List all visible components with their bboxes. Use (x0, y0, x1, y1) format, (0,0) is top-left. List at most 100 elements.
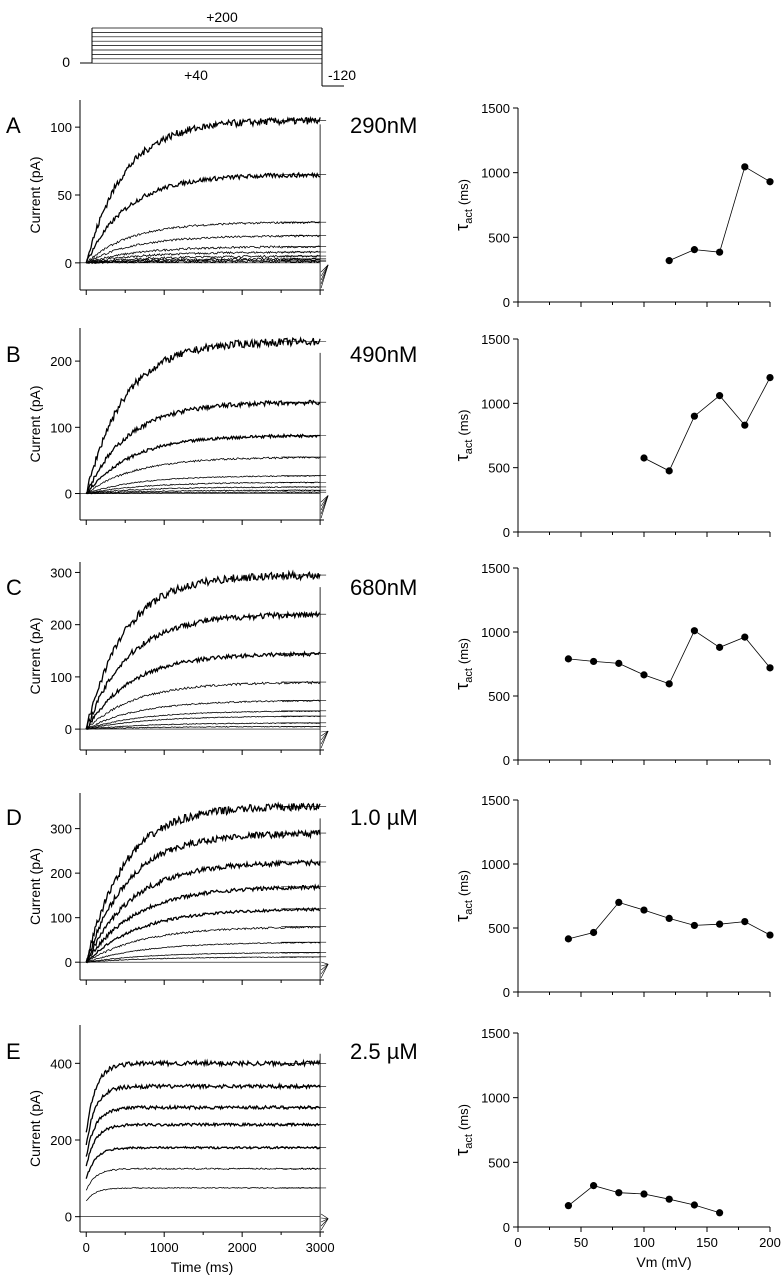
tau-y-axis-label: τact (ms) (452, 1104, 475, 1156)
tau-point (766, 374, 774, 382)
current-y-tick-label: 0 (65, 487, 72, 502)
tail-current-line (320, 1218, 329, 1227)
panel-letter: A (6, 113, 21, 138)
current-y-axis-label: Current (pA) (27, 156, 43, 233)
tau-point (690, 1201, 699, 1209)
tau-y-axis-label: τact (ms) (452, 870, 475, 922)
tau-connect-line (669, 166, 771, 261)
tau-symbol: τ (452, 1149, 472, 1156)
current-y-tick-label: 100 (50, 670, 72, 685)
tau-y-tick-label: 1500 (481, 332, 510, 347)
tau-y-tick-label: 1500 (481, 793, 510, 808)
tau-y-tick-label: 0 (503, 753, 510, 768)
current-trace (85, 610, 321, 730)
tau-unit: (ms) (456, 638, 471, 664)
current-trace (85, 1145, 321, 1179)
current-x-tick-label: 2000 (228, 1240, 257, 1255)
tail-current-line (320, 730, 329, 749)
current-y-tick-label: 300 (50, 822, 72, 837)
tau-unit: (ms) (456, 870, 471, 896)
tau-unit: (ms) (456, 410, 471, 436)
tau-y-tick-label: 500 (488, 461, 510, 476)
current-trace (86, 722, 321, 730)
current-y-tick-label: 0 (65, 955, 72, 970)
current-y-tick-label: 300 (50, 565, 72, 580)
tau-subscript: act (463, 209, 475, 224)
tau-point (564, 935, 573, 943)
current-trace (85, 650, 321, 730)
tau-point (564, 1202, 573, 1210)
current-y-tick-label: 100 (50, 420, 72, 435)
tau-y-axis-label: τact (ms) (452, 410, 475, 462)
tau-point (615, 1189, 623, 1197)
current-trace (86, 254, 321, 264)
tau-x-tick-label: 50 (574, 1235, 588, 1250)
tau-point (690, 921, 699, 930)
tau-y-tick-label: 0 (503, 1220, 510, 1235)
protocol-hold-segment (80, 28, 93, 64)
tau-point (690, 627, 699, 635)
current-trace (86, 257, 321, 264)
current-trace (86, 399, 321, 495)
tau-x-tick-label: 0 (514, 1235, 521, 1250)
tau-symbol: τ (452, 683, 472, 690)
tau-point (665, 1195, 673, 1203)
panel-b: B 490nM 0 100 200 Current (pA) 0 500 1000 1500 τac… (6, 328, 774, 540)
tau-y-axis-label: τact (ms) (452, 638, 475, 690)
tail-current-line (321, 730, 329, 733)
tau-point (766, 664, 774, 672)
tail-current-line (320, 730, 329, 737)
current-trace (85, 829, 321, 963)
current-trace (85, 680, 321, 730)
current-y-tick-label: 0 (65, 1210, 72, 1225)
current-trace (85, 1058, 321, 1133)
tail-current-line (320, 964, 329, 975)
tail-current-line (320, 1218, 329, 1231)
tau-point (665, 680, 673, 688)
current-y-tick-label: 100 (50, 120, 72, 135)
tail-current-line (320, 264, 329, 273)
tau-y-tick-label: 500 (488, 230, 510, 245)
tau-y-tick-label: 0 (503, 525, 510, 540)
tail-current-line (321, 961, 329, 965)
concentration-label: 680nM (350, 575, 417, 600)
concentration-label: 290nM (350, 113, 417, 138)
current-y-tick-label: 100 (50, 911, 72, 926)
tau-unit: (ms) (456, 1104, 471, 1130)
tau-point (665, 467, 673, 475)
tau-symbol: τ (452, 224, 472, 231)
tau-point (716, 248, 724, 256)
current-x-tick-label: 1000 (150, 1240, 179, 1255)
tau-point (590, 1182, 598, 1190)
panel-letter: B (6, 342, 21, 367)
concentration-label: 1.0 µM (350, 805, 418, 830)
current-y-tick-label: 0 (65, 256, 72, 271)
current-y-tick-label: 200 (50, 1133, 72, 1148)
current-trace (85, 925, 321, 963)
current-y-axis-label: Current (pA) (27, 385, 43, 462)
current-trace (85, 336, 321, 494)
current-trace (85, 1167, 321, 1191)
tau-y-tick-label: 500 (488, 1155, 510, 1170)
tail-current-line (320, 1218, 329, 1223)
concentration-label: 2.5 µM (350, 1039, 418, 1064)
tau-y-tick-label: 1500 (481, 1026, 510, 1041)
panel-c: C 680nM 0 100 200 300 Current (pA) 0 500 1000 1500… (6, 561, 774, 768)
tau-y-tick-label: 500 (488, 921, 510, 936)
protocol-hold-label: 0 (62, 54, 70, 70)
tau-subscript: act (463, 900, 475, 915)
current-y-tick-label: 400 (50, 1056, 72, 1071)
tau-point (716, 643, 724, 651)
tau-point (741, 163, 749, 171)
concentration-label: 490nM (350, 342, 417, 367)
tau-point (590, 657, 598, 666)
tau-y-tick-label: 1500 (481, 561, 510, 576)
current-trace (85, 171, 321, 264)
panel-letter: C (6, 575, 22, 600)
tail-current-line (320, 730, 329, 745)
tau-unit: (ms) (456, 179, 471, 205)
tau-subscript: act (463, 668, 475, 683)
tau-subscript: act (463, 440, 475, 455)
